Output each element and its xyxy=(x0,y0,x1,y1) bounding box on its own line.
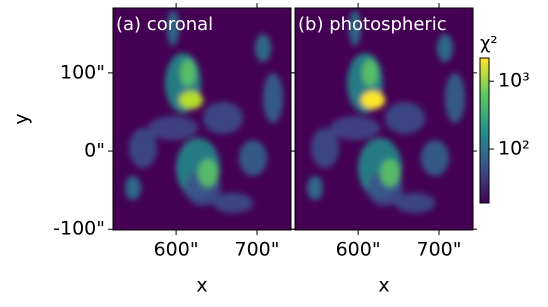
heatmap-feature xyxy=(395,193,435,213)
panel-title: (a) coronal xyxy=(116,14,213,35)
heatmap-feature xyxy=(213,193,253,213)
heatmap-feature xyxy=(129,128,157,168)
heatmap-features xyxy=(125,10,283,213)
heatmap-feature xyxy=(180,59,196,87)
heatmap-hotspot xyxy=(179,91,203,109)
heatmap-image xyxy=(295,8,473,230)
heatmap-feature xyxy=(125,176,141,200)
heatmap-feature xyxy=(148,116,198,140)
x-tick-label: 700" xyxy=(235,239,280,261)
heatmap-feature xyxy=(167,10,179,46)
y-tick-label: 100" xyxy=(60,61,105,83)
x-tick-label: 600" xyxy=(336,239,381,261)
y-tick-label: -100" xyxy=(53,218,105,240)
colorbar-tick-label: 10² xyxy=(498,138,530,160)
heatmap-image xyxy=(113,8,291,230)
colorbar-label: χ² xyxy=(480,33,498,54)
heatmap-feature xyxy=(198,159,218,187)
heatmap-feature xyxy=(330,116,380,140)
x-axis-label: x xyxy=(196,275,207,297)
colorbar xyxy=(479,57,490,204)
heatmap-feature xyxy=(437,34,453,62)
y-tick-label: 0" xyxy=(84,140,105,162)
heatmap-feature xyxy=(349,10,361,46)
heatmap-feature xyxy=(239,140,267,176)
x-axis-label: x xyxy=(378,275,389,297)
heatmap-feature xyxy=(385,102,425,134)
colorbar-tick-label: 10³ xyxy=(498,70,530,92)
y-axis-label: y xyxy=(11,113,33,124)
x-tick-label: 700" xyxy=(417,239,462,261)
panel-frame xyxy=(112,7,292,231)
heatmap-feature xyxy=(255,34,271,62)
heatmap-feature xyxy=(445,73,465,123)
heatmap-feature xyxy=(311,128,339,168)
heatmap-feature xyxy=(421,140,449,176)
heatmap-features xyxy=(307,10,465,213)
heatmap-hotspot xyxy=(361,91,385,109)
heatmap-feature xyxy=(203,102,243,134)
panel-title: (b) photospheric xyxy=(298,14,447,35)
panel-frame xyxy=(294,7,474,231)
heatmap-feature xyxy=(362,59,378,87)
x-tick-label: 600" xyxy=(154,239,199,261)
heatmap-feature xyxy=(380,159,400,187)
heatmap-feature xyxy=(263,73,283,123)
heatmap-feature xyxy=(307,176,323,200)
